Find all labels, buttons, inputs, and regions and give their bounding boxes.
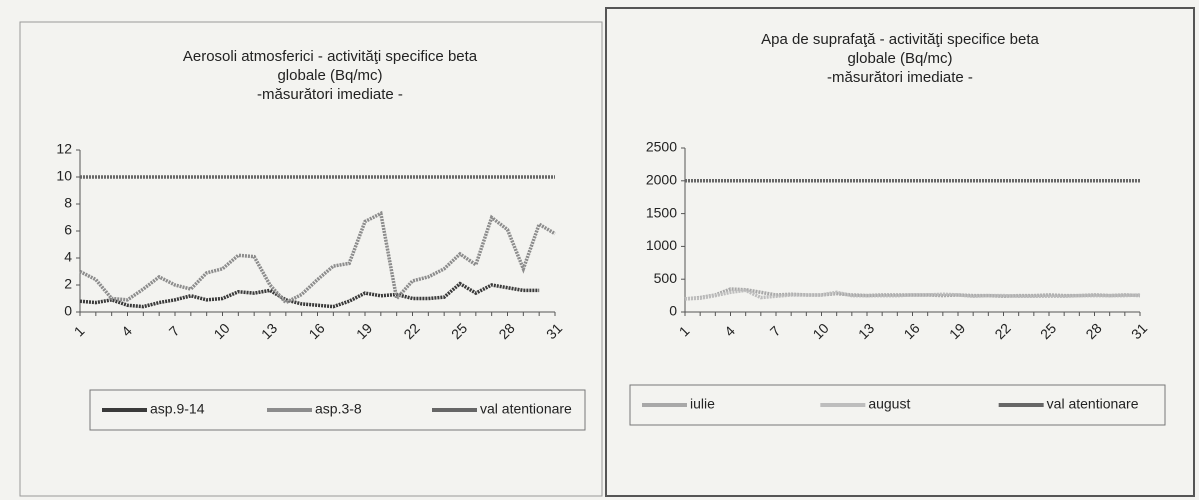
x-tick-label: 25 bbox=[448, 320, 470, 342]
y-tick-label: 2000 bbox=[646, 172, 677, 188]
legend-box bbox=[89, 389, 586, 431]
chart-title: Apa de suprafaţă - activităţi specifice … bbox=[761, 31, 1039, 48]
x-tick-label: 7 bbox=[767, 323, 784, 340]
y-tick-label: 6 bbox=[64, 222, 72, 238]
y-tick-label: 1000 bbox=[646, 237, 677, 253]
y-tick-label: 8 bbox=[64, 195, 72, 211]
y-tick-label: 0 bbox=[64, 303, 72, 319]
y-tick-label: 0 bbox=[669, 303, 677, 319]
x-tick-label: 25 bbox=[1037, 320, 1059, 342]
y-tick-label: 4 bbox=[64, 249, 72, 265]
legend-label: val atentionare bbox=[480, 401, 572, 417]
legend-box bbox=[629, 384, 1166, 426]
series-line bbox=[684, 288, 1141, 301]
x-tick-label: 28 bbox=[1082, 320, 1104, 342]
chart-title: -măsurători imediate - bbox=[827, 69, 973, 86]
legend-label: asp.9-14 bbox=[150, 401, 205, 417]
x-tick-label: 16 bbox=[900, 320, 922, 342]
x-tick-label: 19 bbox=[353, 320, 375, 342]
x-tick-label: 13 bbox=[258, 320, 280, 342]
x-tick-label: 22 bbox=[991, 320, 1013, 342]
y-tick-label: 500 bbox=[654, 270, 678, 286]
x-tick-label: 10 bbox=[809, 320, 831, 342]
y-tick-label: 1500 bbox=[646, 204, 677, 220]
y-tick-label: 12 bbox=[56, 141, 72, 157]
y-tick-label: 2500 bbox=[646, 139, 677, 155]
y-tick-label: 10 bbox=[56, 168, 72, 184]
x-tick-label: 7 bbox=[166, 323, 183, 340]
chart-title: Aerosoli atmosferici - activităţi specif… bbox=[183, 48, 478, 65]
x-tick-label: 16 bbox=[305, 320, 327, 342]
chart-title: -măsurători imediate - bbox=[257, 86, 403, 103]
x-tick-label: 28 bbox=[495, 320, 517, 342]
series-line bbox=[79, 210, 556, 305]
chart-title: globale (Bq/mc) bbox=[277, 67, 382, 84]
x-tick-label: 31 bbox=[543, 320, 565, 342]
x-tick-label: 13 bbox=[855, 320, 877, 342]
x-tick-label: 4 bbox=[721, 323, 738, 340]
legend-label: val atentionare bbox=[1047, 396, 1139, 412]
legend-label: august bbox=[868, 396, 910, 412]
x-tick-label: 10 bbox=[210, 320, 232, 342]
y-tick-label: 2 bbox=[64, 276, 72, 292]
chart-title: globale (Bq/mc) bbox=[847, 50, 952, 67]
legend-label: iulie bbox=[690, 396, 715, 412]
panel-border bbox=[19, 21, 603, 497]
x-tick-label: 1 bbox=[676, 323, 693, 340]
x-tick-label: 1 bbox=[71, 323, 88, 340]
x-tick-label: 22 bbox=[400, 320, 422, 342]
x-tick-label: 31 bbox=[1128, 320, 1150, 342]
x-tick-label: 4 bbox=[118, 323, 135, 340]
legend-label: asp.3-8 bbox=[315, 401, 362, 417]
series-line bbox=[79, 281, 540, 309]
x-tick-label: 19 bbox=[946, 320, 968, 342]
panel-border bbox=[605, 7, 1195, 497]
